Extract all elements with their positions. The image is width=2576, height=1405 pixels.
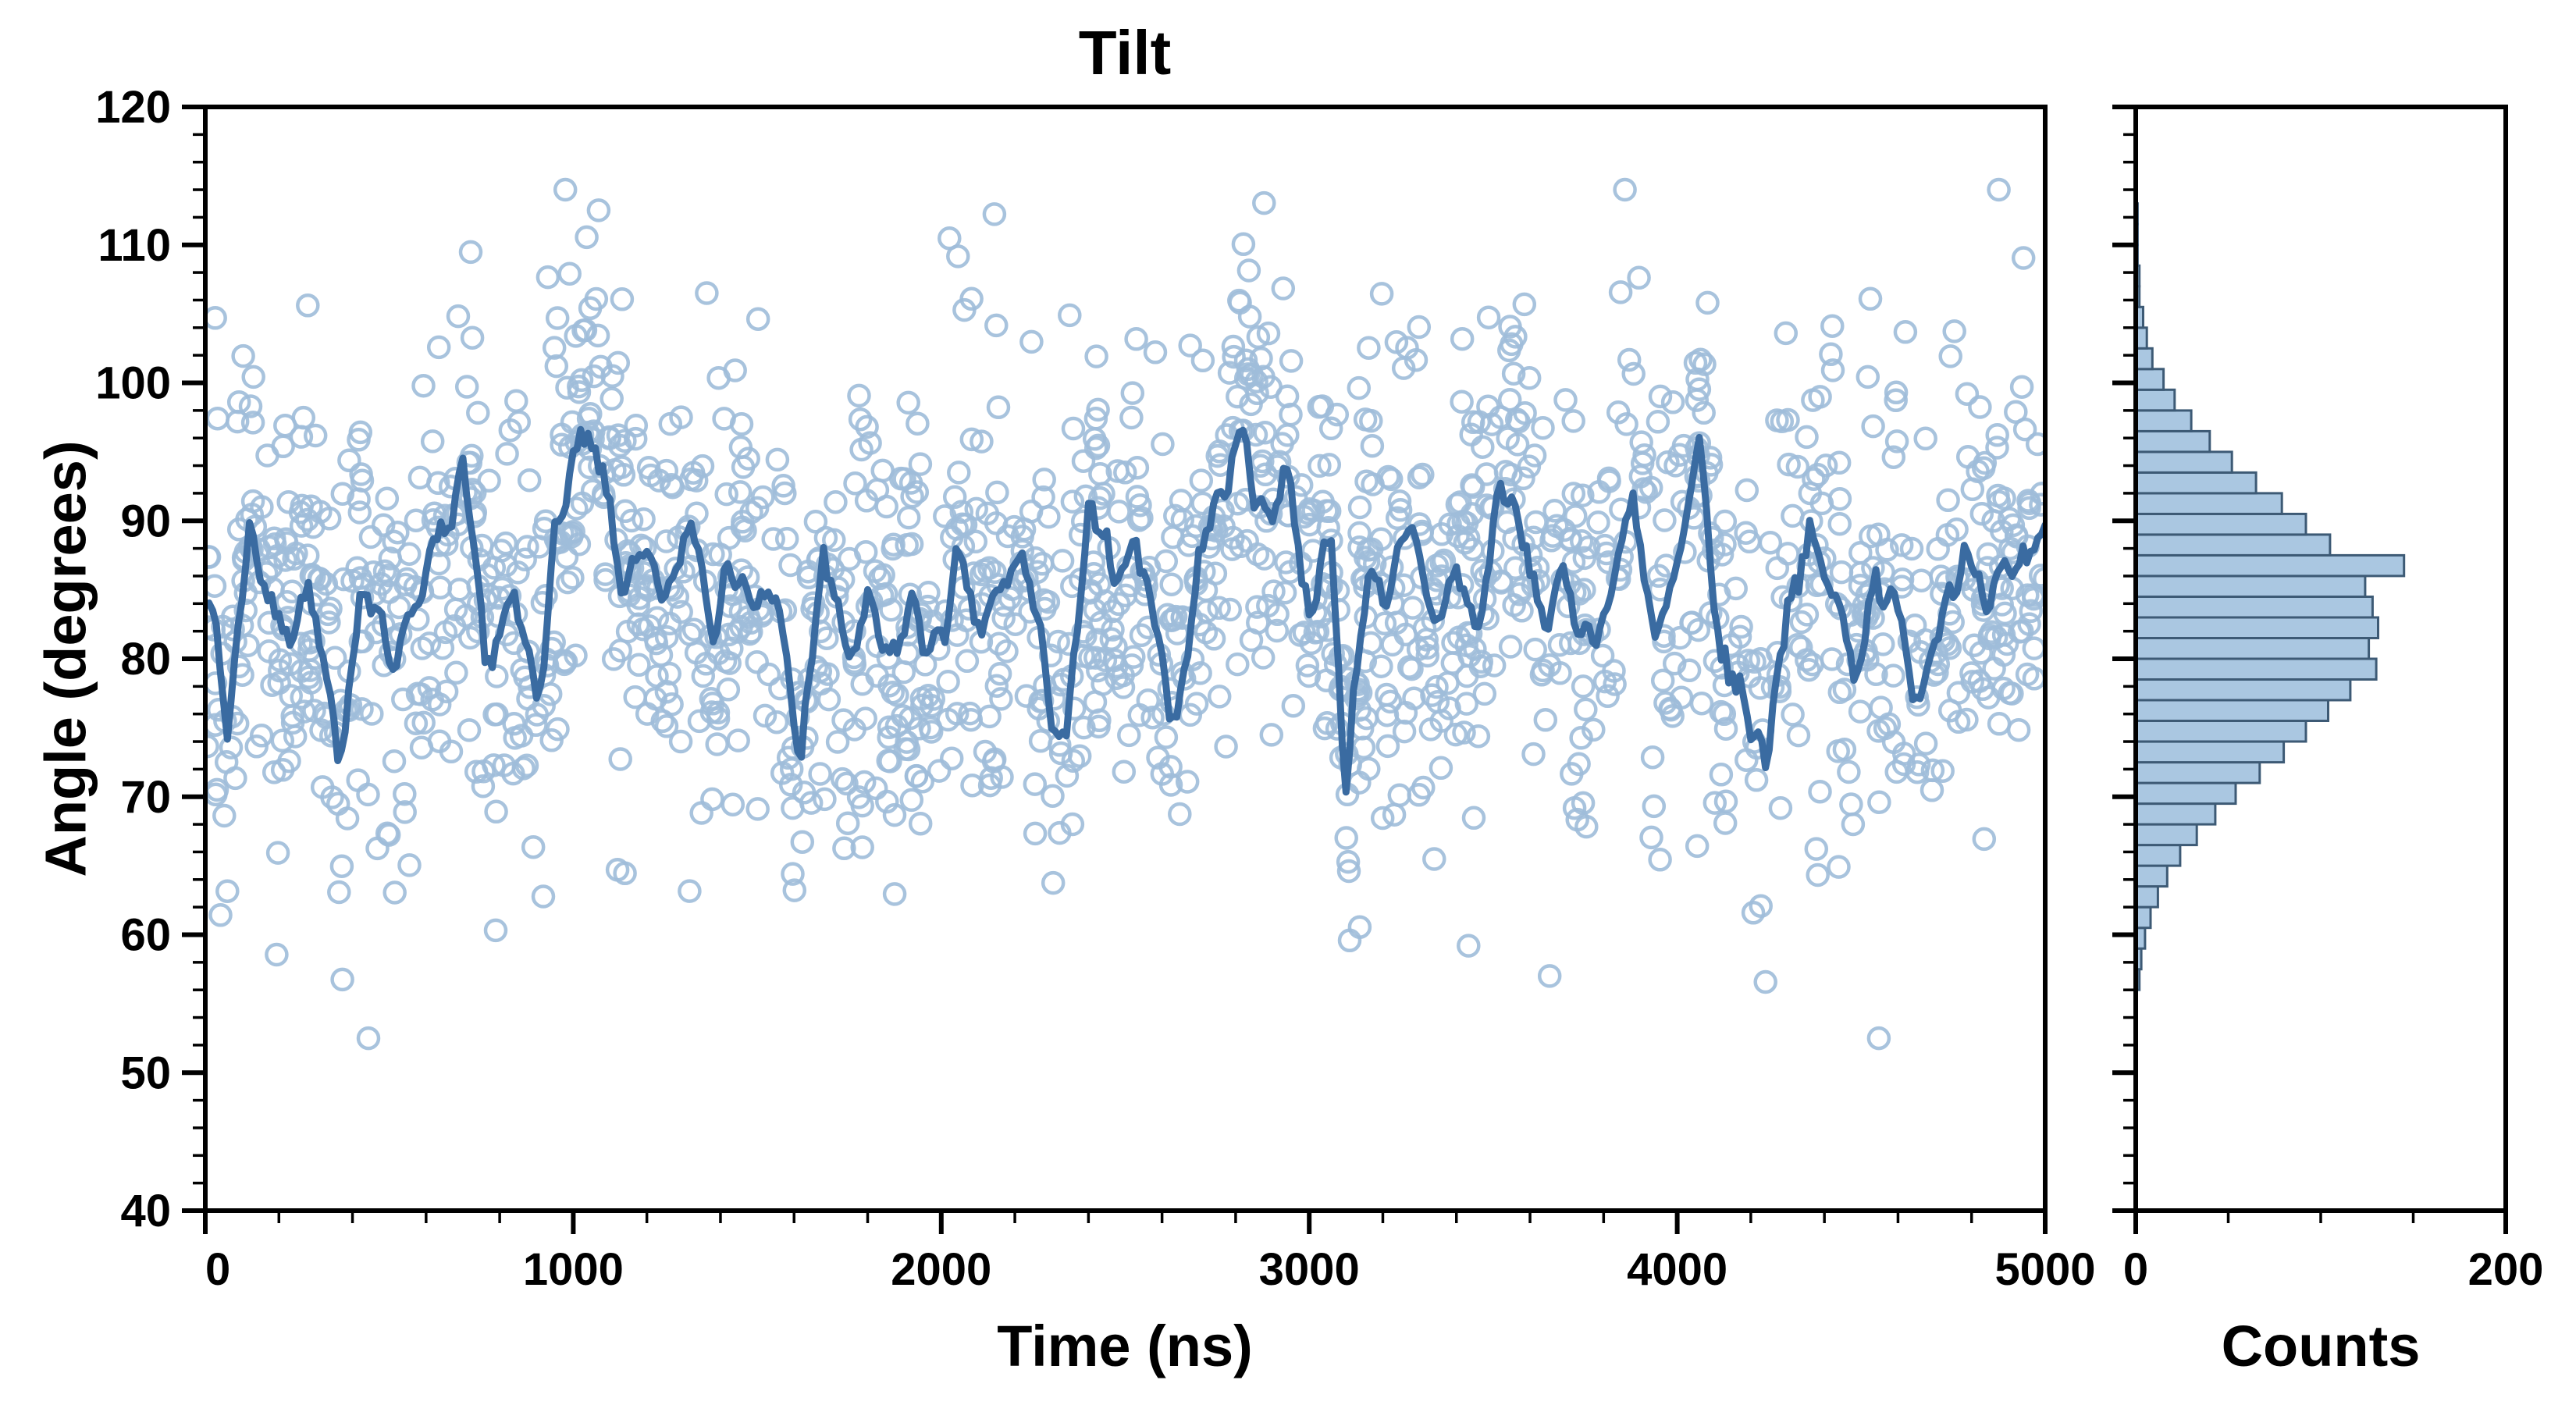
svg-text:50: 50 <box>120 1048 171 1098</box>
svg-text:40: 40 <box>120 1186 171 1236</box>
y-axis-label: Angle (degrees) <box>33 440 98 877</box>
svg-text:90: 90 <box>120 496 171 546</box>
svg-text:0: 0 <box>205 1244 230 1295</box>
svg-text:70: 70 <box>120 772 171 823</box>
svg-text:1000: 1000 <box>523 1244 624 1295</box>
svg-text:5000: 5000 <box>1994 1244 2095 1295</box>
svg-text:80: 80 <box>120 634 171 685</box>
svg-text:120: 120 <box>95 82 171 133</box>
x-axis-label: Time (ns) <box>997 1314 1253 1378</box>
svg-text:2000: 2000 <box>891 1244 991 1295</box>
svg-text:200: 200 <box>2468 1244 2544 1295</box>
svg-text:110: 110 <box>98 220 171 271</box>
svg-text:60: 60 <box>120 910 171 961</box>
chart-title: Tilt <box>1078 18 1172 87</box>
svg-text:4000: 4000 <box>1627 1244 1727 1295</box>
svg-text:3000: 3000 <box>1259 1244 1360 1295</box>
svg-text:100: 100 <box>95 358 171 409</box>
hist-x-axis-label: Counts <box>2221 1314 2421 1378</box>
svg-text:0: 0 <box>2123 1244 2148 1295</box>
